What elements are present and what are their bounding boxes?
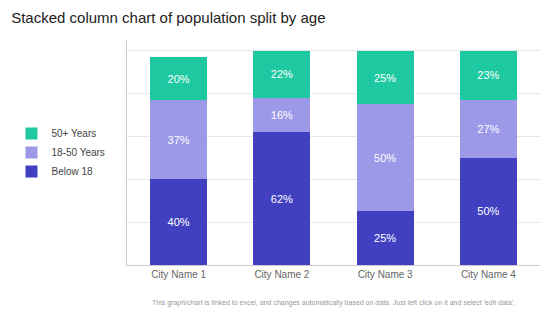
svg-text:50+ Years: 50+ Years <box>51 128 96 139</box>
svg-text:62%: 62% <box>271 193 293 205</box>
svg-text:16%: 16% <box>271 109 293 121</box>
svg-text:Stacked column chart of popula: Stacked column chart of population split… <box>11 9 325 26</box>
svg-text:27%: 27% <box>477 123 499 135</box>
svg-text:23%: 23% <box>477 69 499 81</box>
svg-text:22%: 22% <box>271 68 293 80</box>
svg-text:18-50 Years: 18-50 Years <box>51 147 104 158</box>
svg-text:City Name 3: City Name 3 <box>358 269 413 280</box>
svg-text:37%: 37% <box>168 134 190 146</box>
svg-text:50%: 50% <box>477 205 499 217</box>
svg-text:Below 18: Below 18 <box>51 166 93 177</box>
svg-text:City Name 2: City Name 2 <box>254 269 309 280</box>
svg-text:50%: 50% <box>374 152 396 164</box>
svg-text:25%: 25% <box>374 72 396 84</box>
svg-text:This graph/chart is linked to: This graph/chart is linked to excel, and… <box>152 299 515 307</box>
svg-text:20%: 20% <box>168 73 190 85</box>
svg-text:25%: 25% <box>374 232 396 244</box>
svg-text:City Name 4: City Name 4 <box>461 269 516 280</box>
svg-text:40%: 40% <box>168 216 190 228</box>
svg-text:City Name 1: City Name 1 <box>151 269 206 280</box>
